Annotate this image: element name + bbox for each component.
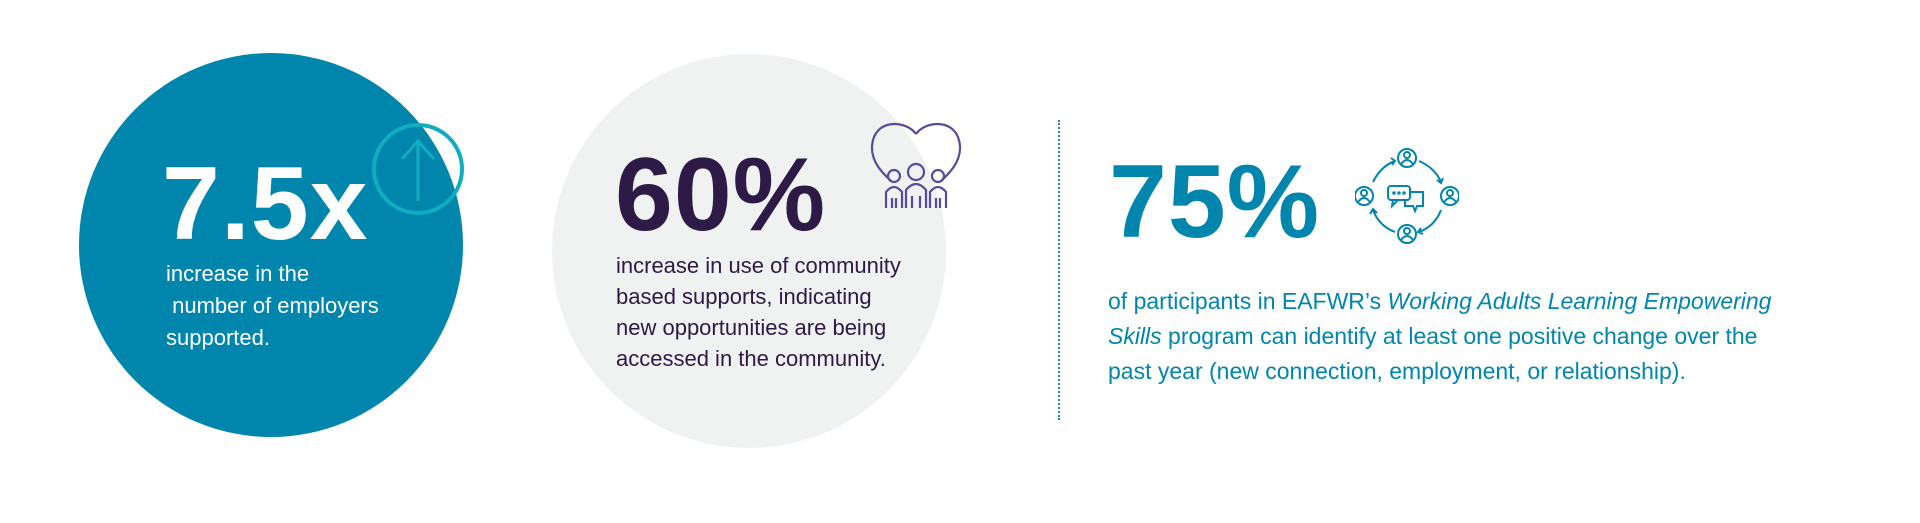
dotted-divider bbox=[1058, 120, 1060, 420]
teal-circle-background bbox=[79, 53, 463, 437]
stat-value-employers: 7.5x bbox=[162, 146, 369, 262]
description-line: increase in the bbox=[166, 261, 310, 286]
description-text: past year (new connection, employment, o… bbox=[1108, 358, 1686, 384]
stat-value-participants: 75% bbox=[1109, 144, 1321, 260]
stat-value-community: 60% bbox=[615, 137, 827, 253]
description-text: of participants in EAFWR’s bbox=[1108, 288, 1388, 314]
description-line: based supports, indicating bbox=[616, 284, 872, 309]
description-line: increase in use of community bbox=[616, 253, 901, 278]
description-line: number of employers bbox=[166, 293, 379, 318]
heart-people-icon bbox=[866, 120, 966, 212]
grey-circle-background bbox=[552, 54, 946, 448]
description-line: new opportunities are being bbox=[616, 315, 887, 340]
stat-description-participants: of participants in EAFWR’s Working Adult… bbox=[1108, 284, 1771, 389]
stat-description-employers: increase in the number of employers supp… bbox=[166, 258, 379, 354]
stat-description-community: increase in use of community based suppo… bbox=[616, 250, 901, 374]
program-name: Working Adults Learning Empowering bbox=[1387, 288, 1772, 314]
description-line: accessed in the community. bbox=[616, 346, 886, 371]
description-line: supported. bbox=[166, 325, 270, 350]
program-name: Skills bbox=[1108, 323, 1162, 349]
arrow-up-circle-icon bbox=[370, 121, 466, 217]
description-text: program can identify at least one positi… bbox=[1161, 323, 1758, 349]
network-people-chat-icon bbox=[1354, 146, 1460, 246]
